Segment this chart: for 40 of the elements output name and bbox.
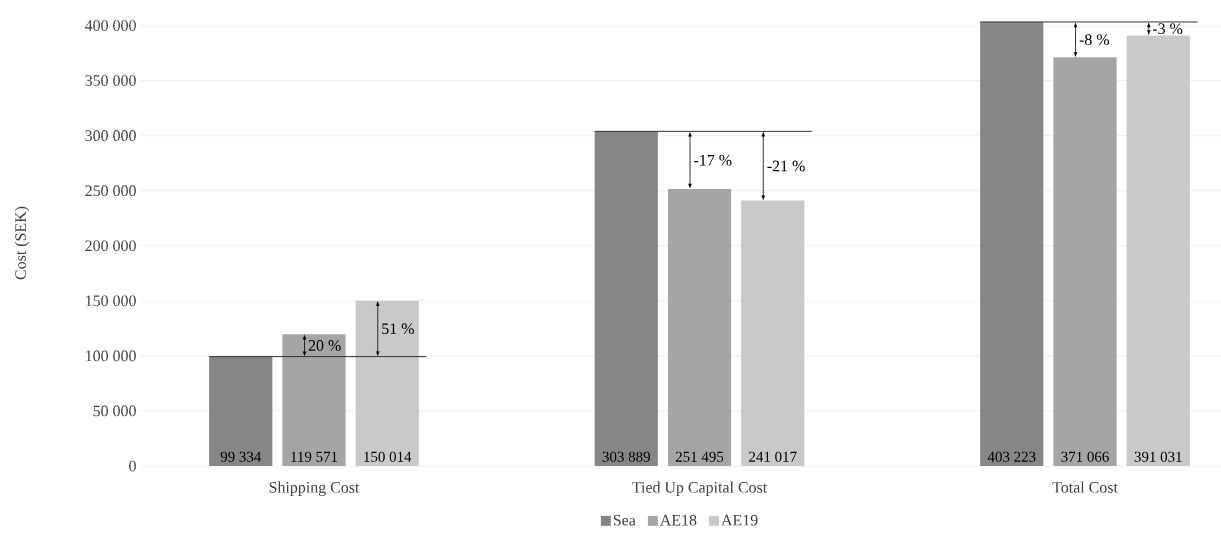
annotation: 20 % <box>308 340 341 351</box>
bar <box>1053 57 1117 466</box>
bar <box>282 334 346 466</box>
annotation: -3 % <box>1152 23 1183 35</box>
bar <box>1126 35 1190 466</box>
data-label: 251 495 <box>675 451 724 462</box>
annotation: 51 % <box>382 323 414 335</box>
bar <box>741 200 805 466</box>
y-tick-label: 100 000 <box>86 350 136 362</box>
y-tick-label: 50 000 <box>93 405 136 417</box>
data-label: 403 223 <box>987 451 1036 462</box>
y-axis-title: Cost (SEK) <box>14 206 30 280</box>
annotation: -8 % <box>1079 34 1110 46</box>
x-tick-label: Shipping Cost <box>269 481 360 497</box>
y-tick-label: 0 <box>129 460 136 472</box>
y-tick-label: 400 000 <box>84 20 136 31</box>
data-label: 371 066 <box>1061 451 1109 462</box>
bar <box>594 131 658 466</box>
bar <box>667 189 732 466</box>
data-label: 241 017 <box>749 451 797 462</box>
data-label: 150 014 <box>364 451 412 462</box>
data-label: 99 334 <box>220 451 262 462</box>
x-tick-label: Tied Up Capital Cost <box>632 481 768 496</box>
data-label: 119 571 <box>291 451 338 462</box>
y-tick-label: 350 000 <box>85 75 136 86</box>
x-tick-label: Total Cost <box>1052 481 1118 493</box>
bar <box>355 300 419 466</box>
annotation: -17 % <box>694 154 732 166</box>
legend-label: AE19 <box>721 514 758 526</box>
legend-label: Sea <box>613 514 636 526</box>
bar <box>209 356 273 466</box>
legend-label: AE18 <box>659 514 697 526</box>
data-label: 303 889 <box>602 451 650 462</box>
annotation: -21 % <box>767 160 805 172</box>
y-tick-label: 200 000 <box>85 240 136 252</box>
y-tick-label: 300 000 <box>85 130 136 142</box>
y-tick-label: 150 000 <box>86 295 136 307</box>
y-tick-label: 250 000 <box>85 185 136 197</box>
data-label: 391 031 <box>1134 451 1182 462</box>
bar <box>980 21 1044 466</box>
